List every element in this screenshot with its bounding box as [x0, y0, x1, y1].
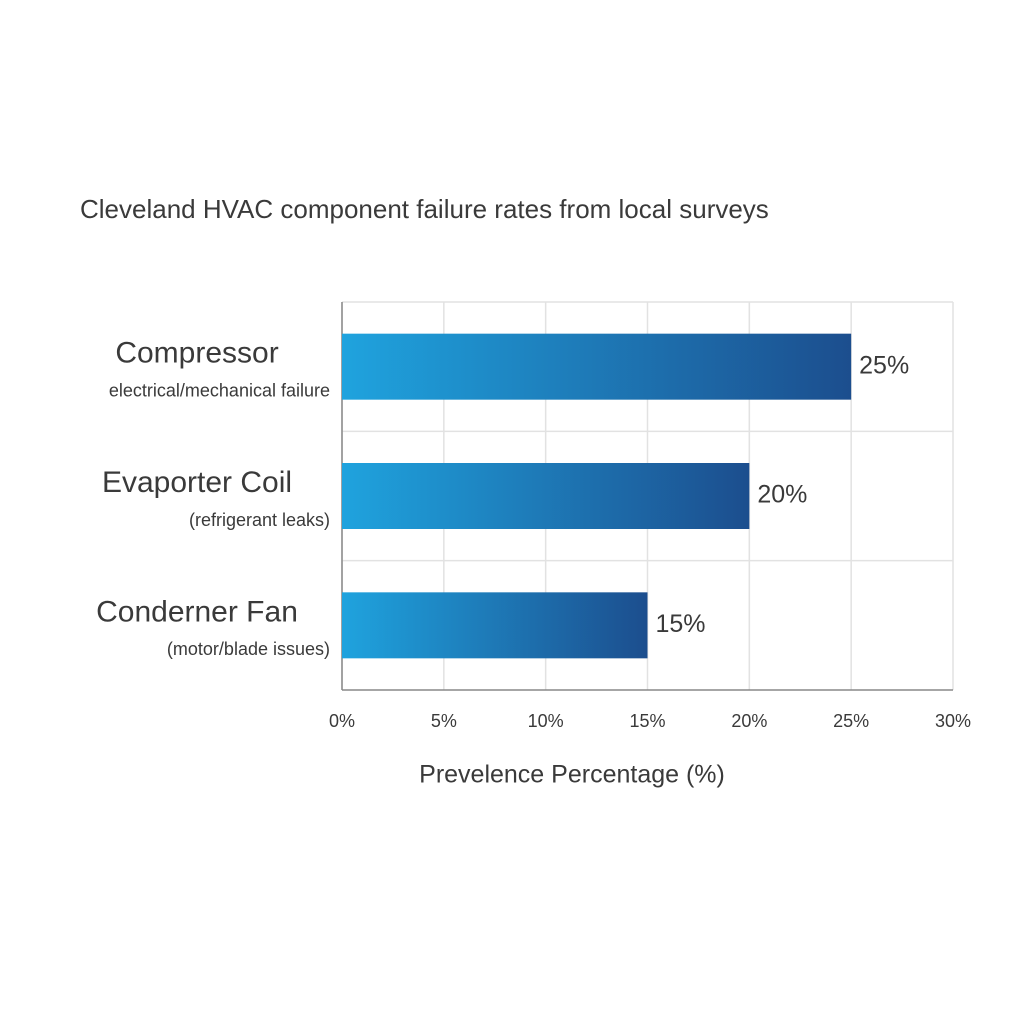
- x-tick-label: 15%: [629, 711, 665, 731]
- x-tick-label: 20%: [731, 711, 767, 731]
- x-tick-label: 10%: [528, 711, 564, 731]
- bar: [342, 463, 750, 529]
- chart-title: Cleveland HVAC component failure rates f…: [80, 194, 769, 224]
- x-tick-label: 30%: [935, 711, 971, 731]
- value-label: 20%: [757, 481, 807, 509]
- category-sublabel: electrical/mechanical failure: [109, 380, 330, 400]
- category-label: Compressor: [115, 337, 278, 370]
- bar: [342, 592, 648, 659]
- category-label: Conderner Fan: [96, 595, 298, 628]
- x-tick-label: 25%: [833, 711, 869, 731]
- x-tick-label: 0%: [329, 711, 355, 731]
- x-axis-label: Prevelence Percentage (%): [419, 761, 725, 789]
- category-sublabel: (refrigerant leaks): [189, 510, 330, 530]
- bar: [342, 333, 852, 400]
- value-label: 25%: [859, 351, 909, 379]
- category-sublabel: (motor/blade issues): [167, 639, 330, 659]
- x-tick-label: 5%: [431, 711, 457, 731]
- value-label: 15%: [656, 610, 706, 638]
- category-label: Evaporter Coil: [102, 466, 292, 499]
